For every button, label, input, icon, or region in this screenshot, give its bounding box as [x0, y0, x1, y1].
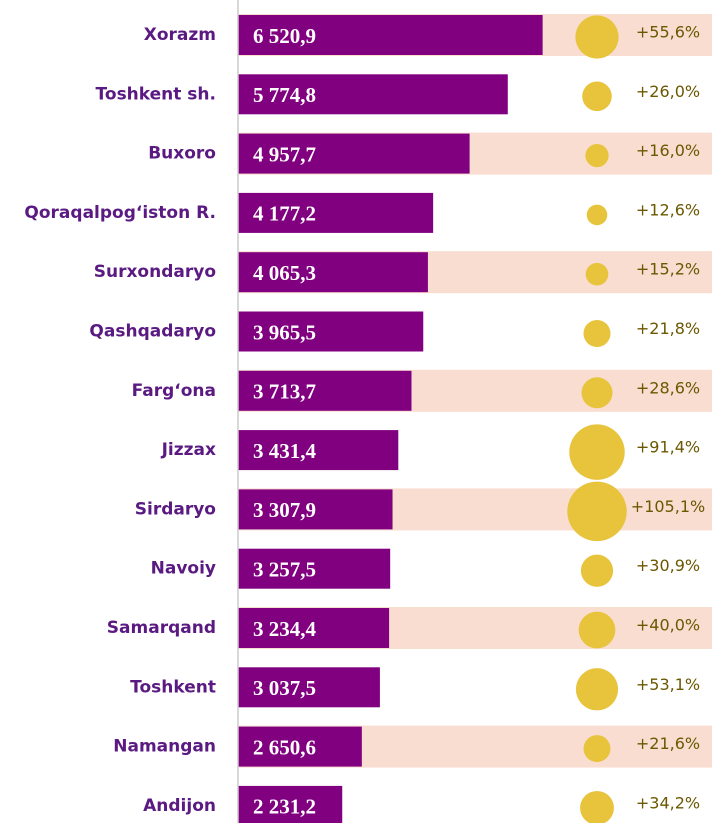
category-label: Surxondaryo [94, 262, 216, 282]
growth-label: +28,6% [636, 378, 700, 397]
bar [238, 489, 393, 530]
bar [238, 252, 428, 293]
bar-value-label: 3 037,5 [253, 676, 316, 700]
growth-label: +105,1% [631, 497, 705, 516]
bar [238, 608, 390, 648]
bar [238, 133, 470, 174]
growth-bubble [569, 424, 625, 480]
category-label: Toshkent sh. [96, 84, 216, 104]
growth-label: +30,9% [636, 556, 700, 575]
growth-label: +40,0% [636, 616, 700, 635]
bar-value-label: 6 520,9 [253, 24, 316, 48]
growth-bubble [585, 144, 609, 168]
growth-bubble [575, 15, 619, 59]
bar-value-label: 3 234,4 [253, 617, 317, 641]
growth-label: +55,6% [636, 23, 700, 42]
bar [238, 311, 424, 352]
growth-bubble [581, 377, 613, 409]
category-label: Sirdaryo [135, 499, 216, 519]
growth-label: +15,2% [636, 260, 700, 279]
growth-label: +12,6% [636, 200, 700, 219]
bar-value-label: 3 965,5 [253, 320, 316, 344]
bar-value-label: 3 307,9 [253, 498, 316, 522]
growth-bubble [575, 668, 619, 711]
growth-bubble [580, 790, 614, 823]
category-label: Namangan [113, 737, 216, 757]
growth-bubble [585, 262, 609, 286]
bar [238, 726, 362, 767]
bar [238, 370, 412, 411]
category-label: Xorazm [144, 25, 216, 45]
bar [238, 430, 399, 471]
category-label: Farg‘ona [132, 381, 216, 401]
growth-bubble [578, 611, 616, 649]
growth-label: +53,1% [636, 675, 700, 694]
bar [238, 785, 343, 823]
growth-bubble [586, 204, 608, 226]
bar-value-label: 3 713,7 [253, 380, 316, 404]
growth-bubble [583, 319, 611, 348]
growth-label: +21,8% [636, 319, 700, 338]
growth-label: +91,4% [636, 438, 700, 457]
category-label: Samarqand [107, 618, 216, 638]
category-label: Qoraqalpog‘iston R. [24, 203, 216, 223]
bar-value-label: 3 431,4 [253, 439, 317, 463]
bar-value-label: 5 774,8 [253, 83, 316, 107]
category-label: Jizzax [161, 440, 216, 460]
bar-value-label: 2 650,6 [253, 735, 316, 759]
bar-value-label: 4 177,2 [253, 202, 316, 226]
category-label: Buxoro [148, 144, 216, 164]
growth-label: +16,0% [636, 141, 700, 160]
growth-label: +21,6% [636, 734, 700, 753]
bar [238, 192, 434, 233]
category-label: Andijon [143, 796, 216, 816]
growth-label: +34,2% [636, 793, 700, 812]
category-label: Qashqadaryo [89, 322, 216, 342]
bar [238, 667, 380, 708]
bar-value-label: 2 231,2 [253, 795, 316, 819]
category-label: Toshkent [130, 677, 216, 697]
growth-bubble [567, 481, 627, 542]
bar [238, 15, 543, 55]
bar [238, 74, 508, 115]
bar [238, 548, 391, 589]
growth-bubble [580, 554, 614, 587]
growth-bubble [582, 81, 612, 112]
growth-bubble [583, 735, 611, 763]
bar-value-label: 3 257,5 [253, 558, 316, 582]
bar-value-label: 4 065,3 [253, 261, 316, 285]
category-label: Navoiy [151, 559, 216, 579]
growth-label: +26,0% [636, 82, 700, 101]
bar-value-label: 4 957,7 [253, 142, 316, 166]
